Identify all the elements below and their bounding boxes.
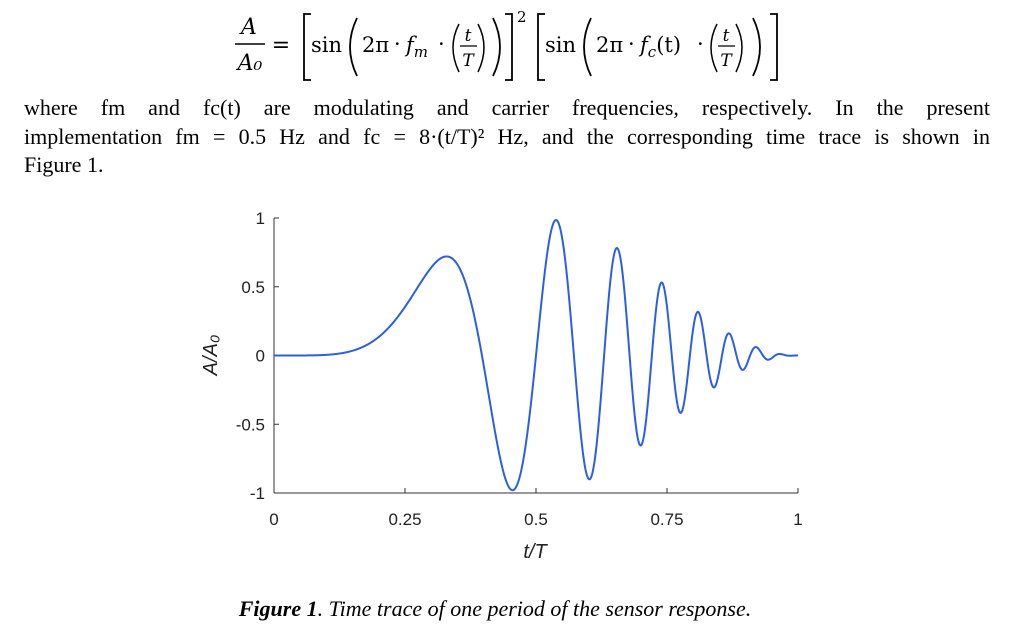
- eq-exponent: 2: [517, 8, 527, 26]
- eq-fm-base: f: [404, 33, 417, 57]
- eq-dot-4: ·: [697, 32, 704, 56]
- eq-dot-1: ·: [394, 32, 401, 56]
- figure-caption-text: . Time trace of one period of the sensor…: [317, 596, 752, 621]
- eq-two-pi-2: 2π: [596, 33, 623, 57]
- eq-small-paren-left-1: [452, 23, 460, 73]
- paragraph-line-1: where fm and fc(t) are modulating and ca…: [24, 95, 990, 120]
- eq-small-paren-right-1: [477, 23, 485, 73]
- sensor-response-line: [274, 218, 798, 492]
- y-tick-label: 0.5: [241, 278, 265, 297]
- eq-left-bracket-1: [303, 13, 311, 81]
- y-axis-label: A/A₀: [200, 335, 222, 377]
- time-trace-chart: 10.50-0.5-10 0.25 0.5 0.75 1 t/T A/A₀: [200, 209, 803, 563]
- eq-left-paren-1: [349, 17, 358, 77]
- eq-small-paren-left-2: [710, 23, 718, 73]
- x-tick-label: 0: [269, 510, 278, 529]
- x-tick-label: 0.75: [650, 510, 683, 529]
- eq-T-2: T: [720, 51, 733, 71]
- paragraph-line-2: implementation fm = 0.5 Hz and fc = 8·(t…: [24, 123, 990, 149]
- eq-T-1: T: [462, 51, 475, 71]
- eq-t-1: t: [465, 26, 472, 46]
- eq-right-paren-2: [752, 17, 761, 77]
- eq-two-pi-1: 2π: [362, 33, 389, 57]
- eq-lhs-numerator: A: [239, 15, 257, 40]
- eq-sin-2: sin: [545, 33, 576, 57]
- eq-fm-sub: m: [414, 43, 428, 61]
- x-tick-label: 0.5: [524, 510, 548, 529]
- eq-lhs-denominator: A₀: [236, 51, 263, 76]
- eq-sin-1: sin: [311, 33, 342, 57]
- modulation-equation: A A₀ = sin 2π · fm · t T 2 sin 2π · fc(t…: [235, 8, 778, 81]
- y-tick-label: 0: [256, 347, 265, 366]
- eq-right-bracket-1: [505, 13, 513, 81]
- paragraph-line-3: Figure 1.: [24, 152, 104, 177]
- eq-right-paren-1: [492, 17, 501, 77]
- y-tick-label: 1: [256, 209, 265, 228]
- eq-fc-base: f: [638, 33, 651, 57]
- eq-dot-2: ·: [438, 32, 445, 56]
- eq-t-2: t: [723, 26, 730, 46]
- eq-small-paren-right-2: [735, 23, 743, 73]
- eq-fc: fc(t): [638, 33, 681, 61]
- x-axis-label: t/T: [523, 541, 548, 563]
- figure-caption-label: Figure 1: [238, 596, 318, 621]
- y-tick-label: -1: [250, 484, 265, 503]
- y-tick-label: -0.5: [236, 415, 265, 434]
- eq-right-bracket-2: [770, 13, 778, 81]
- eq-fm: fm: [404, 33, 428, 61]
- chart-axes: 10.50-0.5-10 0.25 0.5 0.75 1: [236, 209, 803, 529]
- eq-left-paren-2: [583, 17, 592, 77]
- eq-fc-sub: c: [648, 43, 657, 61]
- eq-dot-3: ·: [628, 32, 635, 56]
- eq-fc-arg: (t): [656, 33, 681, 57]
- eq-equals: =: [272, 33, 290, 58]
- x-tick-label: 0.25: [388, 510, 421, 529]
- eq-left-bracket-2: [537, 13, 545, 81]
- figure-caption: Figure 1. Time trace of one period of th…: [0, 596, 990, 622]
- x-tick-label: 1: [793, 510, 802, 529]
- body-paragraph: where fm and fc(t) are modulating and ca…: [24, 94, 990, 180]
